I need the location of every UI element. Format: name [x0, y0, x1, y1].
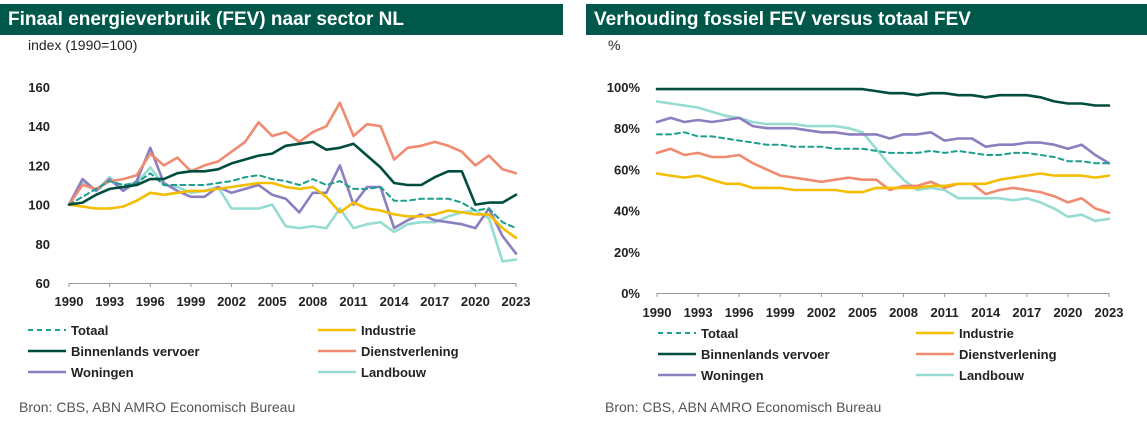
legend-item: Landbouw: [916, 368, 1025, 383]
legend-label: Woningen: [701, 368, 764, 383]
series-line-dienstverlening: [655, 147, 1111, 214]
legend-item: Woningen: [658, 368, 764, 383]
x-tick-label: 2002: [217, 294, 246, 309]
x-tick-label: 2005: [258, 294, 287, 309]
x-tick-label: 1990: [55, 294, 84, 309]
x-tick-label: 1996: [136, 294, 165, 309]
legend-label: Dienstverlening: [959, 347, 1057, 362]
y-tick-label: 140: [28, 119, 50, 134]
x-tick-label: 2011: [931, 305, 959, 320]
y-tick-label: 20%: [614, 245, 640, 260]
legend-label: Dienstverlening: [361, 344, 459, 359]
legend-item: Landbouw: [318, 365, 427, 380]
x-tick-label: 1996: [725, 305, 754, 320]
x-tick-label: 2020: [1053, 305, 1082, 320]
legend-label: Totaal: [71, 323, 108, 338]
legend-item: Woningen: [28, 365, 134, 380]
legend-label: Landbouw: [361, 365, 427, 380]
legend-label: Landbouw: [959, 368, 1025, 383]
legend-label: Totaal: [701, 326, 738, 341]
legend-item: Totaal: [658, 326, 738, 341]
x-tick-label: 2008: [889, 305, 918, 320]
y-tick-label: 80: [36, 237, 50, 252]
y-tick-label: 160: [28, 80, 50, 95]
legend-item: Dienstverlening: [318, 344, 459, 359]
series-line-woningen: [655, 116, 1111, 165]
chart-title: Verhouding fossiel FEV versus totaal FEV: [586, 4, 1147, 35]
chart-fossil-share: % 0% 20% 40% 60% 80% 100% 1990 1993 1996 1999 2002 2…: [607, 37, 1124, 383]
series-line-binnenlands-vervoer: [655, 87, 1111, 107]
legend-item: Binnenlands vervoer: [658, 347, 830, 362]
source-note: Bron: CBS, ABN AMRO Economisch Bureau: [605, 399, 882, 415]
legend-label: Industrie: [959, 326, 1014, 341]
y-tick-label: 0%: [621, 286, 640, 301]
y-tick-label: 100%: [607, 80, 641, 95]
x-tick-label: 2017: [420, 294, 449, 309]
series-line-totaal: [68, 172, 517, 230]
source-note: Bron: CBS, ABN AMRO Economisch Bureau: [19, 399, 296, 415]
x-tick-label: 2023: [502, 294, 531, 309]
series-line-landbouw: [67, 166, 518, 263]
x-tick-label: 2014: [971, 305, 1001, 320]
x-tick-label: 2014: [380, 294, 410, 309]
chart-energy-index: index (1990=100) 60 80 100 120 140 160 1990 1993…: [28, 37, 531, 380]
y-axis-label: index (1990=100): [28, 37, 137, 53]
chart-title: Finaal energieverbruik (FEV) naar sector…: [0, 4, 563, 35]
x-tick-label: 2017: [1012, 305, 1041, 320]
x-tick-label: 2005: [848, 305, 877, 320]
legend-label: Woningen: [71, 365, 134, 380]
y-tick-label: 80%: [614, 121, 640, 136]
y-tick-label: 60: [36, 276, 50, 291]
legend-item: Binnenlands vervoer: [28, 344, 200, 359]
legend-label: Binnenlands vervoer: [701, 347, 830, 362]
x-tick-label: 1999: [176, 294, 205, 309]
legend-item: Industrie: [318, 323, 416, 338]
legend-label: Industrie: [361, 323, 416, 338]
y-tick-label: 40%: [614, 204, 640, 219]
x-tick-label: 2002: [807, 305, 836, 320]
y-tick-label: 120: [28, 158, 50, 173]
series-line-industrie: [655, 172, 1111, 194]
series-line-industrie: [67, 181, 518, 240]
y-tick-label: 100: [28, 198, 50, 213]
legend-item: Industrie: [916, 326, 1014, 341]
series-line-landbouw: [655, 100, 1111, 223]
y-axis-label: %: [608, 37, 620, 53]
x-tick-label: 1999: [766, 305, 795, 320]
x-tick-label: 2023: [1095, 305, 1124, 320]
x-tick-label: 2011: [339, 294, 367, 309]
chart-panel-energy-index: Finaal energieverbruik (FEV) naar sector…: [0, 0, 563, 423]
series-line-dienstverlening: [67, 101, 518, 206]
x-tick-label: 2020: [461, 294, 490, 309]
legend-label: Binnenlands vervoer: [71, 344, 200, 359]
x-tick-label: 2008: [298, 294, 327, 309]
x-tick-label: 1993: [684, 305, 713, 320]
x-tick-label: 1993: [95, 294, 124, 309]
chart-panel-fossil-share: Verhouding fossiel FEV versus totaal FEV…: [586, 0, 1147, 423]
legend-item: Dienstverlening: [916, 347, 1057, 362]
legend-item: Totaal: [28, 323, 108, 338]
y-tick-label: 60%: [614, 162, 640, 177]
x-tick-label: 1990: [643, 305, 672, 320]
series-line-binnenlands-vervoer: [67, 140, 518, 206]
series-line-totaal: [656, 131, 1110, 165]
